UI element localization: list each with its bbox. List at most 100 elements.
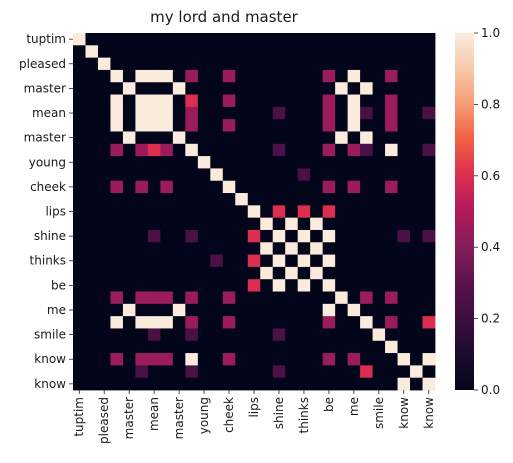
heatmap-cell — [172, 119, 186, 132]
heatmap-cell — [210, 365, 224, 379]
heatmap-cell — [385, 119, 398, 132]
heatmap-cell — [322, 119, 336, 132]
heatmap-cell — [122, 217, 136, 231]
heatmap-cell — [247, 82, 261, 95]
heatmap-cell — [160, 143, 174, 157]
heatmap-cell — [73, 106, 86, 120]
heatmap-cell — [97, 131, 111, 145]
heatmap-cell — [135, 217, 149, 231]
heatmap-cell — [347, 340, 361, 354]
heatmap-cell — [110, 242, 124, 255]
heatmap-cell — [185, 119, 199, 132]
heatmap-cell — [385, 303, 398, 317]
heatmap-cell — [73, 131, 86, 145]
heatmap-cell — [347, 106, 361, 120]
heatmap-cell — [285, 328, 299, 342]
heatmap-cell — [97, 229, 111, 243]
heatmap-cell — [222, 279, 236, 292]
heatmap-cell — [185, 217, 199, 231]
heatmap-cell — [285, 193, 299, 206]
heatmap-cell — [310, 279, 324, 292]
heatmap-cell — [222, 365, 236, 379]
heatmap-cell — [335, 119, 349, 132]
heatmap-cell — [260, 106, 274, 120]
heatmap-cell — [135, 33, 149, 46]
heatmap-cell — [322, 193, 336, 206]
heatmap-cell — [222, 205, 236, 219]
heatmap-cell — [122, 266, 136, 280]
heatmap-cell — [410, 205, 423, 219]
heatmap-cell — [122, 353, 136, 366]
heatmap-cell — [397, 254, 411, 268]
heatmap-cell — [110, 205, 124, 219]
heatmap-cell — [310, 168, 324, 182]
heatmap-cell — [135, 168, 149, 182]
heatmap-cell — [97, 143, 111, 157]
heatmap-cell — [372, 279, 386, 292]
heatmap-cell — [110, 119, 124, 132]
heatmap-cell — [73, 303, 86, 317]
heatmap-cell — [160, 193, 174, 206]
heatmap-cell — [322, 180, 336, 194]
heatmap-cell — [172, 106, 186, 120]
heatmap-cell — [272, 365, 286, 379]
heatmap-cell — [135, 229, 149, 243]
heatmap-cell — [360, 57, 373, 71]
heatmap-cell — [85, 254, 99, 268]
heatmap-cell — [197, 180, 211, 194]
heatmap-cell — [97, 69, 111, 83]
heatmap-cell — [347, 94, 361, 108]
heatmap-cell — [410, 57, 423, 71]
heatmap-cell — [235, 193, 249, 206]
heatmap-cell — [372, 303, 386, 317]
heatmap-cell — [385, 279, 398, 292]
heatmap-cell — [285, 266, 299, 280]
heatmap-cell — [347, 180, 361, 194]
y-tick-label: master — [24, 81, 66, 95]
heatmap-cell — [97, 180, 111, 194]
heatmap-cell — [385, 180, 398, 194]
heatmap-cell — [235, 205, 249, 219]
heatmap-cell — [147, 33, 161, 46]
heatmap-cell — [322, 303, 336, 317]
heatmap-cell — [172, 168, 186, 182]
heatmap-cell — [73, 45, 86, 59]
heatmap-cell — [322, 316, 336, 329]
heatmap-cell — [172, 82, 186, 95]
heatmap-cell — [335, 266, 349, 280]
heatmap-cell — [422, 291, 436, 305]
heatmap-cell — [222, 340, 236, 354]
heatmap-cell — [247, 119, 261, 132]
heatmap-cell — [260, 94, 274, 108]
heatmap-cell — [73, 328, 86, 342]
heatmap-cell — [147, 156, 161, 169]
heatmap-cell — [222, 69, 236, 83]
heatmap-cell — [135, 45, 149, 59]
heatmap-cell — [247, 106, 261, 120]
heatmap-cell — [310, 180, 324, 194]
heatmap-cell — [85, 143, 99, 157]
heatmap-cell — [147, 143, 161, 157]
heatmap-cell — [285, 291, 299, 305]
heatmap-cell — [347, 365, 361, 379]
heatmap-cell — [385, 328, 398, 342]
heatmap-cell — [410, 254, 423, 268]
heatmap-cell — [85, 131, 99, 145]
heatmap-cell — [160, 254, 174, 268]
heatmap-cell — [347, 205, 361, 219]
heatmap-cell — [85, 365, 99, 379]
heatmap-cell — [172, 365, 186, 379]
y-tick-label: know — [34, 352, 66, 366]
colorbar-tick-label: 0.0 — [481, 383, 500, 397]
heatmap-cell — [260, 82, 274, 95]
heatmap-cell — [260, 156, 274, 169]
heatmap-cell — [422, 217, 436, 231]
heatmap-cell — [297, 57, 311, 71]
heatmap-cell — [310, 353, 324, 366]
heatmap-cell — [422, 340, 436, 354]
heatmap-cell — [172, 353, 186, 366]
heatmap-cell — [160, 316, 174, 329]
heatmap-cell — [185, 365, 199, 379]
heatmap-cell — [147, 365, 161, 379]
heatmap-cell — [285, 316, 299, 329]
